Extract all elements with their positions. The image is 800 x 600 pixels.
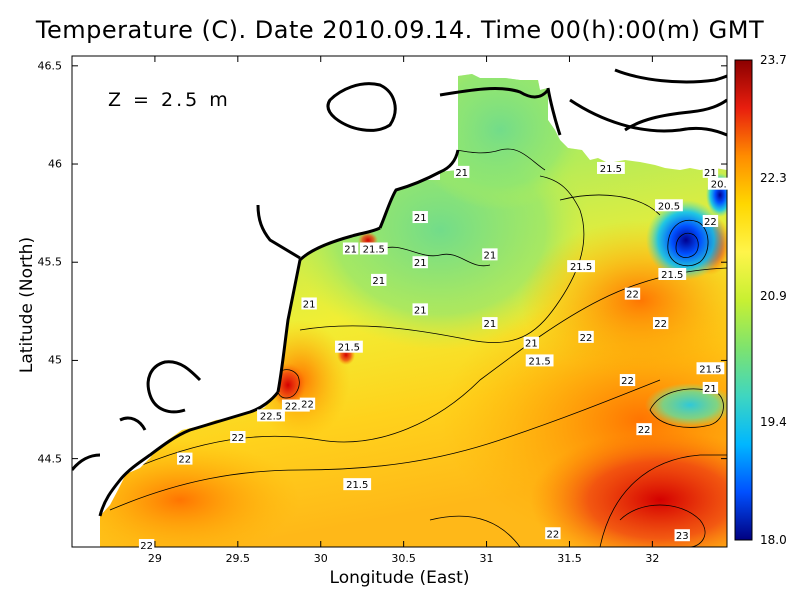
contour-label: 23 [674,529,690,542]
contour-label: 22 [702,214,719,228]
contour-label-text: 22 [621,376,634,387]
contour-label: 20.5 [655,199,683,212]
contour-label: 21 [412,303,428,316]
contour-label: 21 [371,273,387,287]
contour-label: 22.5 [257,409,285,422]
contour-label-text: 21 [414,305,427,316]
y-axis-label: Latitude (North) [17,236,37,374]
x-tick-label: 29 [147,552,162,565]
contour-label-text: 21.5 [699,364,721,375]
y-tick-label: 46 [48,157,62,171]
contour-label: 22 [230,431,246,444]
contour-label-text: 22.5 [260,411,282,422]
contour-label-text: 22 [638,425,651,436]
contour-label-text: 22 [654,319,667,330]
contour-label-text: 21.5 [600,164,622,175]
contour-label: 21 [412,211,428,224]
contour-label-text: 21 [414,258,427,269]
contour-label: 21 [702,381,719,395]
contour-label-text: 21 [704,168,717,179]
contour-label-text: 22.5 [285,402,307,413]
contour-label: 21.5 [525,354,554,367]
contour-label: 22 [652,317,669,330]
contour-label: 22 [299,397,316,411]
coastline [72,68,727,517]
contour-label-text: 20.5 [658,201,680,212]
contour-label: 21 [453,165,470,179]
colorbar-label: 22.3 [760,170,787,185]
colorbar [734,59,753,541]
contour-label-text: 21.5 [338,343,360,354]
contour-label-text: 22 [580,333,593,344]
contour-label: 22 [177,452,193,466]
contour-label-text: 22 [231,433,244,444]
y-tick-label: 45 [48,353,62,367]
contour-label-text: 21.5 [661,270,683,281]
contour-label-text: 21 [484,250,497,261]
map-title: Temperature (C). Date 2010.09.14. Time 0… [35,16,765,44]
x-tick-label: 32 [645,552,660,565]
contour-label: 21.5 [696,362,725,375]
contour-label: 21 [342,242,359,255]
contour-label: 21.5 [343,478,372,491]
y-tick-label: 45.5 [37,255,63,269]
contour-label-text: 22 [178,455,191,466]
contour-label: 22 [138,539,155,552]
y-tick-label: 46.5 [37,59,63,73]
x-tick-label: 30 [313,552,328,565]
x-tick-label: 31 [479,552,494,565]
contour-label-text: 21.5 [528,356,550,367]
colorbar-label: 18.0 [760,533,787,547]
contour-label-text: 21.5 [570,262,592,273]
contour-label-text: 20. [711,180,727,191]
axis-ticks [72,56,727,547]
plot-frame [71,55,728,548]
contour-label: 20. [707,177,730,191]
contour-label: 21 [412,256,428,269]
contour-label: 21.5 [567,260,595,273]
contour-label-text: 23 [676,531,689,542]
contour-label: 21 [301,297,317,310]
contour-label-text: 21.5 [363,244,385,255]
contour-label: 21 [482,248,498,261]
contour-label-text: 22 [704,217,717,228]
contour-label: 21.5 [658,268,687,281]
x-tick-label: 30.5 [391,552,416,565]
contour-label: 22 [578,330,594,344]
contour-label-text: 22 [301,400,314,411]
x-axis-label: Longitude (East) [329,568,470,588]
contour-label-text: 21 [372,276,385,287]
contour-label: 22 [619,374,636,387]
x-tick-label: 29.5 [225,552,251,565]
contour-label-text: 22 [547,529,560,540]
contour-label: 21.5 [597,161,625,175]
contour-label-text: 21 [344,244,357,255]
y-tick-label: 44.5 [37,452,63,466]
contour-label-text: 21 [525,339,538,350]
contour-label-text: 21 [414,213,427,224]
contour-label-text: 21 [704,384,717,395]
contour-label: 21.5 [335,340,363,354]
contour-label: 22 [545,527,561,540]
depth-label: Z = 2.5 m [108,89,231,111]
contour-label: 22 [636,423,652,436]
contour-label: 21 [482,317,498,330]
colorbar-label: 20.9 [760,288,787,303]
contour-label-text: 21 [303,299,316,310]
contour-label: 21 [523,336,540,350]
contour-label-text: 22 [140,541,153,552]
contour-label-text: 21 [484,319,497,330]
contour-label: 21.5 [359,242,388,255]
contour-label-text: 21.5 [346,480,368,491]
colorbar-label: 23.7 [760,53,787,67]
x-tick-label: 31.5 [557,552,582,565]
contour-label-text: 21 [455,168,468,179]
colorbar-label: 19.4 [760,415,787,430]
contour-label: 22 [624,287,641,301]
contour-label: 21 [702,165,719,179]
contour-label-text: 22 [626,290,639,301]
